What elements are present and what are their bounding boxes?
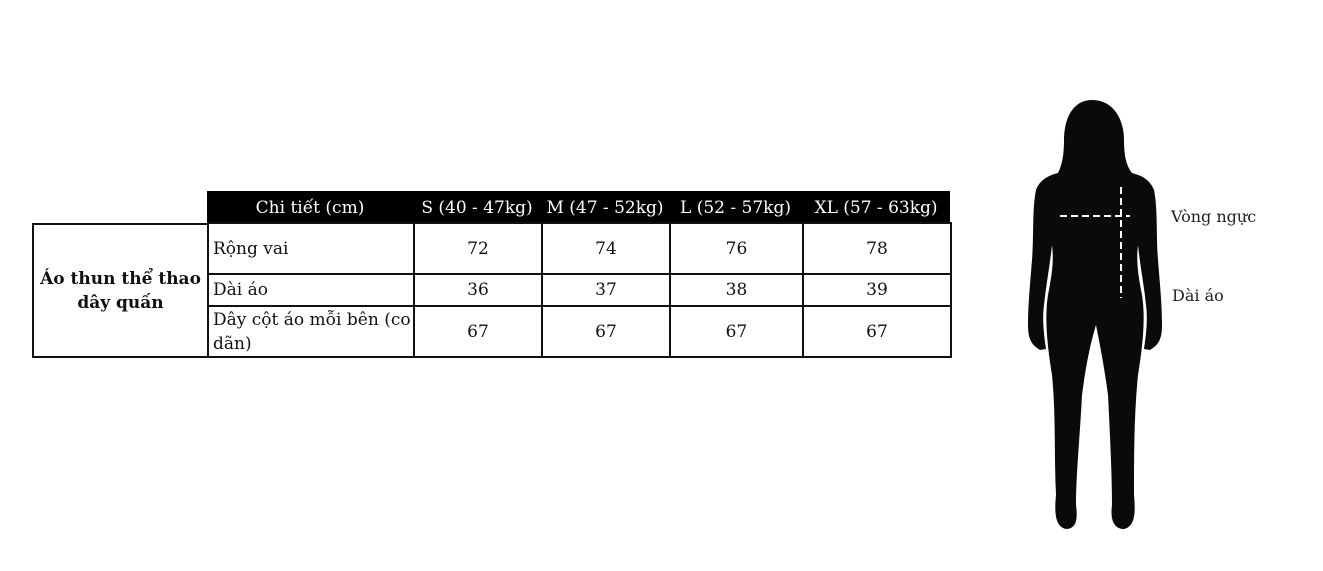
row-label: Dây cột áo mỗi bên (co dãn): [207, 305, 415, 358]
table-cell: 67: [802, 305, 952, 358]
woman-silhouette-icon: [1028, 100, 1162, 529]
column-header: L (52 - 57kg): [669, 191, 802, 224]
column-header: M (47 - 52kg): [541, 191, 669, 224]
column-header: XL (57 - 63kg): [802, 191, 950, 224]
table-cell: 74: [541, 222, 671, 275]
table-cell: 67: [541, 305, 671, 358]
table-cell: 78: [802, 222, 952, 275]
table-cell: 37: [541, 273, 671, 307]
row-label: Dài áo: [207, 273, 415, 307]
length-label: Dài áo: [1172, 286, 1224, 305]
table-cell: 67: [669, 305, 804, 358]
chest-label: Vòng ngực: [1171, 207, 1257, 226]
table-cell: 76: [669, 222, 804, 275]
table-cell: 36: [413, 273, 543, 307]
column-header: Chi tiết (cm): [207, 191, 413, 224]
table-cell: 39: [802, 273, 952, 307]
row-label: Rộng vai: [207, 222, 415, 275]
table-cell: 72: [413, 222, 543, 275]
column-header: S (40 - 47kg): [413, 191, 541, 224]
product-name: Áo thun thể thao dây quấn: [32, 223, 209, 358]
table-cell: 67: [413, 305, 543, 358]
table-cell: 38: [669, 273, 804, 307]
